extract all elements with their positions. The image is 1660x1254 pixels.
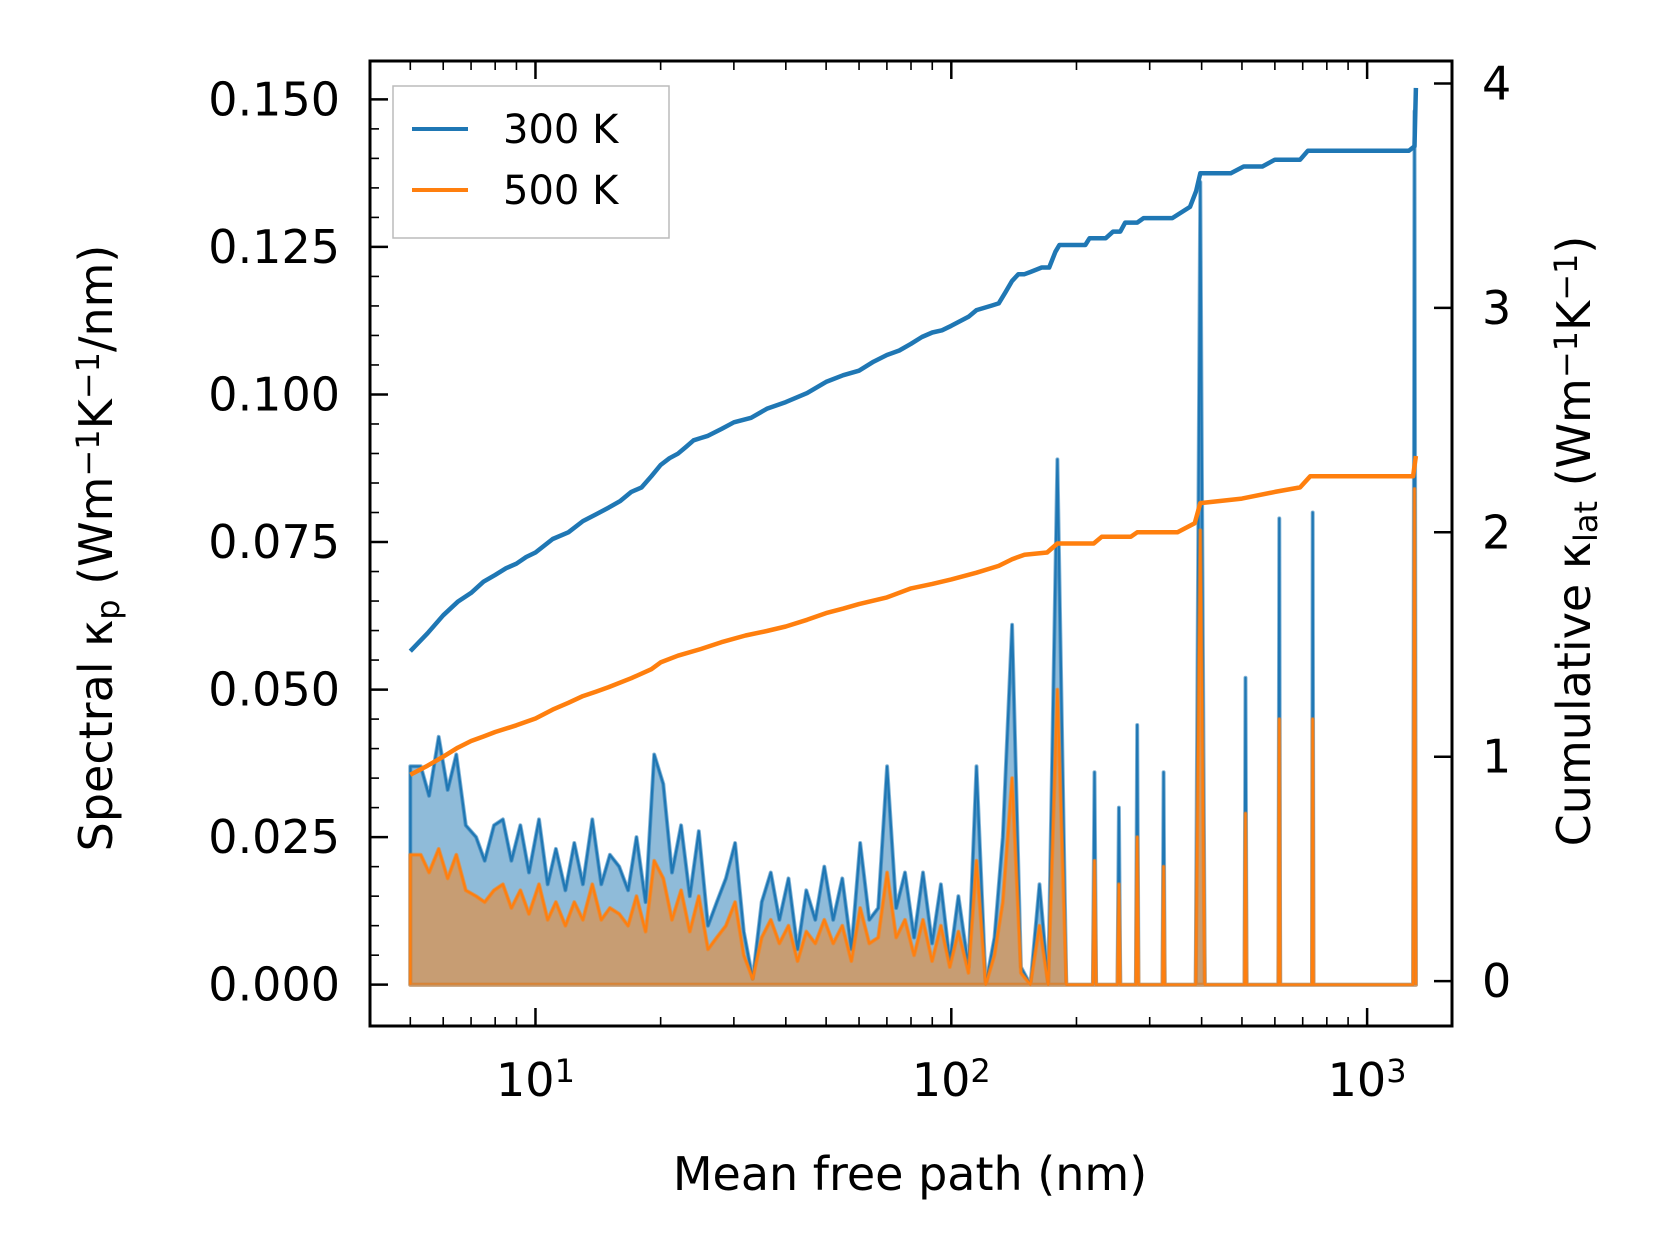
cumulative-line-300k: [408, 87, 1419, 653]
y-right-tick-label: 3: [1482, 281, 1511, 335]
x-tick-label: 102: [912, 1052, 991, 1107]
axis-ticks: [369, 61, 1452, 1026]
y-left-tick-label: 0.100: [208, 367, 340, 421]
y-left-tick-label: 0.025: [208, 810, 340, 864]
y-left-tick-label: 0.125: [208, 220, 340, 274]
y-right-axis-label: Cumulative κlat (Wm−1K−1): [1547, 236, 1605, 847]
x-tick-label: 101: [496, 1052, 575, 1107]
y-left-tick-label: 0.050: [208, 663, 340, 717]
y-right-tick-label: 0: [1482, 954, 1511, 1008]
y-right-tick-label: 2: [1482, 505, 1511, 559]
x-axis-label: Mean free path (nm): [673, 1147, 1147, 1201]
spectral-area-300k: [408, 109, 1418, 987]
y-left-tick-label: 0.150: [208, 72, 340, 126]
y-right-tick-label: 4: [1482, 56, 1511, 110]
y-left-tick-label: 0.075: [208, 515, 340, 569]
legend-box: [392, 85, 670, 239]
cumulative-line-500k: [409, 455, 1419, 777]
y-right-tick-label: 1: [1482, 730, 1511, 784]
spectral-area-500k: [408, 486, 1418, 987]
legend: 300 K 500 K: [392, 85, 670, 239]
y-left-tick-label: 0.000: [208, 958, 340, 1012]
legend-label-500k: 500 K: [503, 168, 620, 214]
spectral-line-500k: [409, 487, 1417, 986]
spectral-line-300k: [409, 110, 1417, 986]
tick-labels: 0.000 0.025 0.050 0.075 0.100 0.125 0.150 0 1 2 3 4…: [208, 56, 1511, 1107]
legend-label-300k: 300 K: [503, 107, 620, 153]
x-tick-label: 103: [1328, 1052, 1407, 1107]
y-left-axis-label: Spectral κp (Wm−1K−1/nm): [69, 245, 127, 852]
plot-area: [408, 87, 1419, 987]
